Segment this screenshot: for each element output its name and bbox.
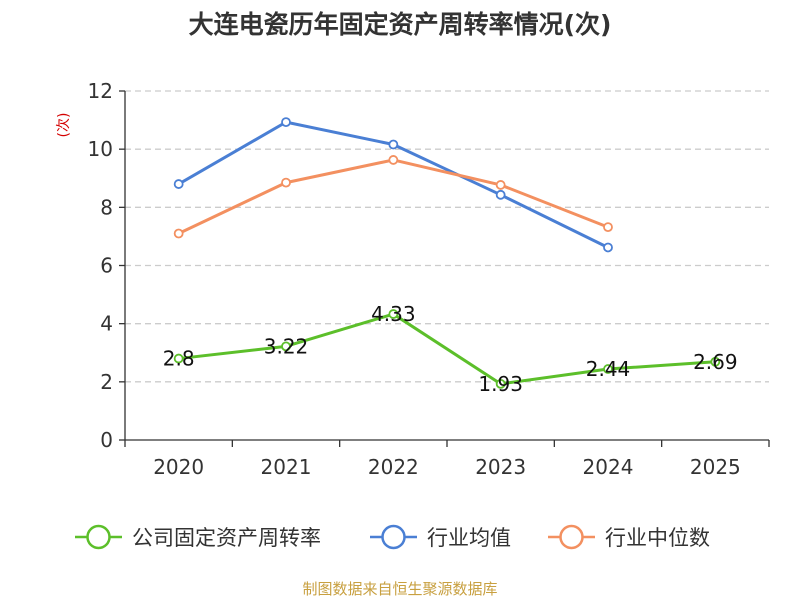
- point-1-2020: [173, 179, 184, 189]
- point-0-2023: [495, 378, 506, 389]
- y-tick-label-3: 6: [100, 254, 113, 278]
- axes: 0 2 4 6 8 10 12 2020 2021 2022 2023 2024 2025: [88, 79, 770, 479]
- x-tick-label-2020: 2020: [153, 455, 204, 479]
- point-1-2024: [603, 242, 613, 253]
- point-0-2022: [388, 309, 399, 319]
- point-1-2021: [281, 117, 291, 128]
- data-label-2021: 3.22: [264, 334, 309, 358]
- y-axis-label: (次): [56, 113, 72, 138]
- x-tick-label-2022: 2022: [368, 455, 419, 479]
- x-tick-label-2023: 2023: [475, 455, 526, 479]
- point-0-2021: [281, 341, 291, 352]
- point-2-2021: [281, 177, 291, 188]
- y-tick-label-1: 2: [100, 370, 113, 394]
- data-label-2020: 2.8: [163, 347, 195, 371]
- series-line-2: [178, 158, 609, 235]
- legend-marker-2: [559, 524, 584, 550]
- series-line-0: [178, 312, 716, 386]
- x-tick-label-2025: 2025: [690, 455, 741, 479]
- legend-marker-1: [381, 524, 406, 550]
- data-labels: 2.8 3.22 4.33 1.93 2.44 2.69: [163, 302, 738, 396]
- data-label-2025: 2.69: [693, 350, 738, 374]
- y-tick-label-0: 0: [100, 428, 113, 452]
- legend-label-1: 行业均值: [427, 526, 511, 550]
- data-label-2024: 2.44: [586, 357, 631, 381]
- point-2-2020: [173, 228, 184, 239]
- x-tick-label-2024: 2024: [583, 455, 634, 479]
- y-tick-label-6: 12: [88, 79, 113, 103]
- legend-label-0: 公司固定资产周转率: [132, 526, 321, 550]
- point-2-2024: [603, 222, 613, 233]
- x-tick-label-2021: 2021: [261, 455, 312, 479]
- y-tick-label-4: 8: [100, 195, 113, 219]
- point-0-2025: [710, 356, 721, 367]
- source-note: 制图数据来自恒生聚源数据库: [302, 580, 497, 598]
- point-2-2023: [495, 180, 506, 190]
- y-tick-label-5: 10: [88, 137, 113, 161]
- point-2-2022: [388, 155, 399, 165]
- point-1-2022: [388, 139, 399, 150]
- legend-label-2: 行业中位数: [605, 526, 710, 550]
- chart-title: 大连电瓷历年固定资产周转率情况(次): [189, 10, 612, 39]
- data-label-2022: 4.33: [371, 302, 416, 326]
- grid-lines: [125, 90, 769, 383]
- series-layer: [173, 117, 721, 389]
- y-tick-label-2: 4: [100, 312, 113, 336]
- point-1-2023: [495, 189, 506, 200]
- point-0-2024: [603, 364, 613, 374]
- point-0-2020: [173, 353, 184, 364]
- legend-marker-0: [86, 524, 111, 550]
- data-label-2023: 1.93: [478, 372, 523, 396]
- legend: 公司固定资产周转率 行业均值 行业中位数: [75, 524, 710, 550]
